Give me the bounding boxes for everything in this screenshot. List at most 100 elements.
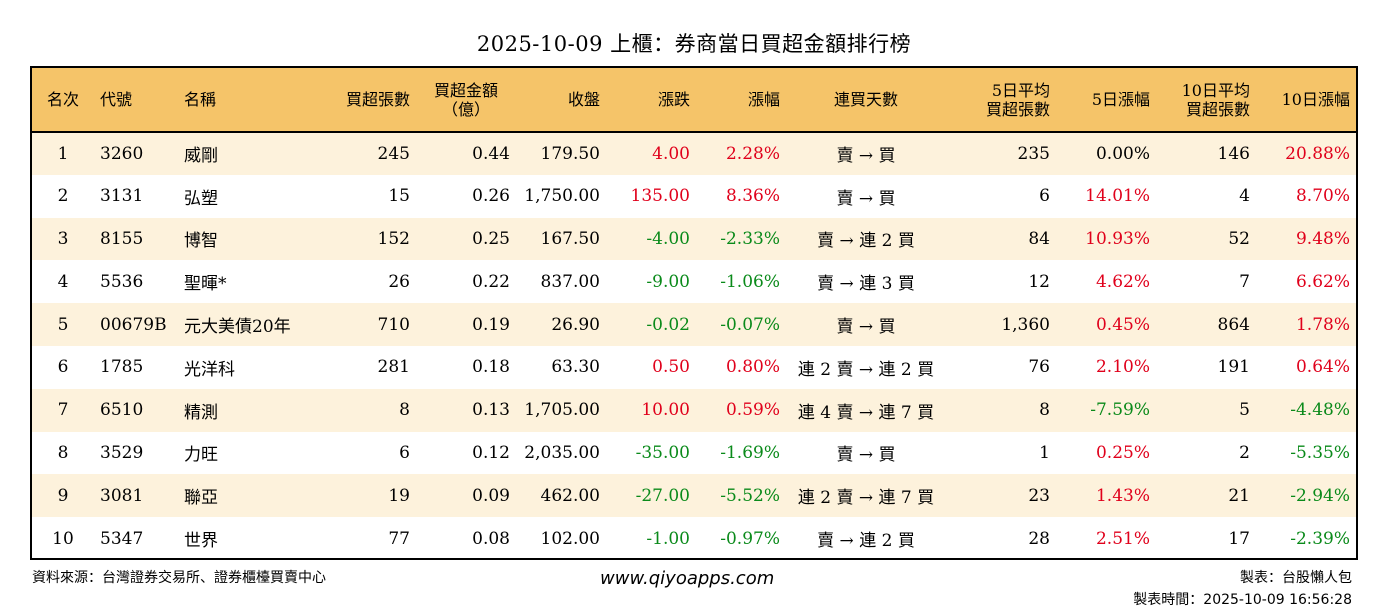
cell-pct10: -4.48% [1256,388,1356,432]
cell-change: -27.00 [606,474,696,518]
cell-days: 賣 → 連 2 買 [786,517,946,558]
cell-code: 3529 [94,431,178,475]
header-amount-line1: 買超金額 [433,80,498,100]
header-pct: 漲幅 [696,68,786,133]
cell-buy-lots: 710 [306,303,416,346]
generated-time: 製表時間：2025-10-09 16:56:28 [1133,592,1352,608]
cell-close: 167.50 [516,217,606,261]
cell-amount: 0.08 [416,517,516,558]
cell-pct5: 14.01% [1056,174,1156,218]
cell-change: -1.00 [606,517,696,558]
cell-amount: 0.26 [416,174,516,218]
cell-rank: 8 [32,431,94,475]
cell-amount: 0.25 [416,217,516,261]
table-row: 8 3529 力旺 6 0.12 2,035.00 -35.00 -1.69% 賣 → 買 1 0.… [32,431,1356,475]
cell-name: 力旺 [178,431,306,475]
cell-change: -35.00 [606,431,696,475]
cell-avg10: 21 [1156,474,1256,518]
table-row: 3 8155 博智 152 0.25 167.50 -4.00 -2.33% 賣 → 連 2 買… [32,217,1356,261]
cell-rank: 9 [32,474,94,518]
cell-avg5: 76 [946,345,1056,389]
cell-avg5: 1,360 [946,303,1056,346]
cell-avg10: 7 [1156,260,1256,304]
header-close: 收盤 [516,68,606,133]
cell-change: 135.00 [606,174,696,218]
cell-close: 102.00 [516,517,606,558]
cell-avg10: 2 [1156,431,1256,475]
cell-pct: 2.28% [696,132,786,175]
table-row: 1 3260 威剛 245 0.44 179.50 4.00 2.28% 賣 → 買 235 0.0… [32,132,1356,175]
cell-days: 連 2 賣 → 連 7 買 [786,474,946,518]
cell-rank: 6 [32,345,94,389]
cell-pct10: 1.78% [1256,303,1356,346]
cell-amount: 0.13 [416,388,516,432]
cell-change: 0.50 [606,345,696,389]
cell-avg10: 191 [1156,345,1256,389]
cell-avg5: 23 [946,474,1056,518]
cell-avg10: 146 [1156,132,1256,175]
site-url: www.qiyoapps.com [600,568,775,589]
cell-pct10: -5.35% [1256,431,1356,475]
cell-rank: 1 [32,132,94,175]
cell-pct5: 0.25% [1056,431,1156,475]
cell-close: 462.00 [516,474,606,518]
cell-amount: 0.19 [416,303,516,346]
cell-rank: 3 [32,217,94,261]
cell-buy-lots: 6 [306,431,416,475]
cell-avg10: 52 [1156,217,1256,261]
page-title: 2025-10-09 上櫃：券商當日買超金額排行榜 [476,32,912,56]
cell-change: 4.00 [606,132,696,175]
cell-code: 6510 [94,388,178,432]
cell-days: 連 2 賣 → 連 2 買 [786,345,946,389]
header-pct5: 5日漲幅 [1056,68,1156,133]
data-source: 資料來源：台灣證券交易所、證券櫃檯買賣中心 [32,570,326,586]
cell-rank: 4 [32,260,94,304]
header-days: 連買天數 [786,68,946,133]
cell-pct5: 1.43% [1056,474,1156,518]
cell-close: 1,750.00 [516,174,606,218]
cell-name: 聖暉* [178,260,306,304]
header-avg10-line1: 10日平均 [1181,80,1250,100]
cell-change: -0.02 [606,303,696,346]
cell-close: 1,705.00 [516,388,606,432]
cell-buy-lots: 281 [306,345,416,389]
cell-days: 賣 → 買 [786,132,946,175]
cell-code: 3131 [94,174,178,218]
cell-rank: 5 [32,303,94,346]
cell-rank: 7 [32,388,94,432]
cell-name: 世界 [178,517,306,558]
cell-avg5: 6 [946,174,1056,218]
header-buy-lots: 買超張數 [306,68,416,133]
cell-code: 8155 [94,217,178,261]
cell-pct5: 10.93% [1056,217,1156,261]
cell-avg10: 17 [1156,517,1256,558]
cell-name: 弘塑 [178,174,306,218]
cell-pct5: 0.45% [1056,303,1156,346]
cell-pct10: 0.64% [1256,345,1356,389]
cell-pct: 0.80% [696,345,786,389]
cell-close: 179.50 [516,132,606,175]
table-row: 4 5536 聖暉* 26 0.22 837.00 -9.00 -1.06% 賣 → 連 3 買… [32,260,1356,304]
table-row: 5 00679B 元大美債20年 710 0.19 26.90 -0.02 -0.07% 賣 →… [32,303,1356,346]
cell-avg10: 5 [1156,388,1256,432]
cell-code: 3081 [94,474,178,518]
cell-days: 賣 → 買 [786,431,946,475]
header-pct10: 10日漲幅 [1256,68,1356,133]
cell-avg5: 84 [946,217,1056,261]
cell-name: 元大美債20年 [178,303,306,346]
cell-buy-lots: 19 [306,474,416,518]
cell-avg5: 28 [946,517,1056,558]
cell-pct: -1.06% [696,260,786,304]
cell-days: 賣 → 連 2 買 [786,217,946,261]
cell-days: 連 4 賣 → 連 7 買 [786,388,946,432]
table-row: 10 5347 世界 77 0.08 102.00 -1.00 -0.97% 賣 → 連 2 買… [32,517,1356,558]
cell-pct10: 9.48% [1256,217,1356,261]
table-row: 7 6510 精測 8 0.13 1,705.00 10.00 0.59% 連 4 賣 → 連 … [32,388,1356,432]
cell-amount: 0.22 [416,260,516,304]
cell-name: 聯亞 [178,474,306,518]
cell-amount: 0.12 [416,431,516,475]
cell-pct10: -2.39% [1256,517,1356,558]
cell-code: 3260 [94,132,178,175]
cell-buy-lots: 8 [306,388,416,432]
header-rank: 名次 [32,68,94,133]
